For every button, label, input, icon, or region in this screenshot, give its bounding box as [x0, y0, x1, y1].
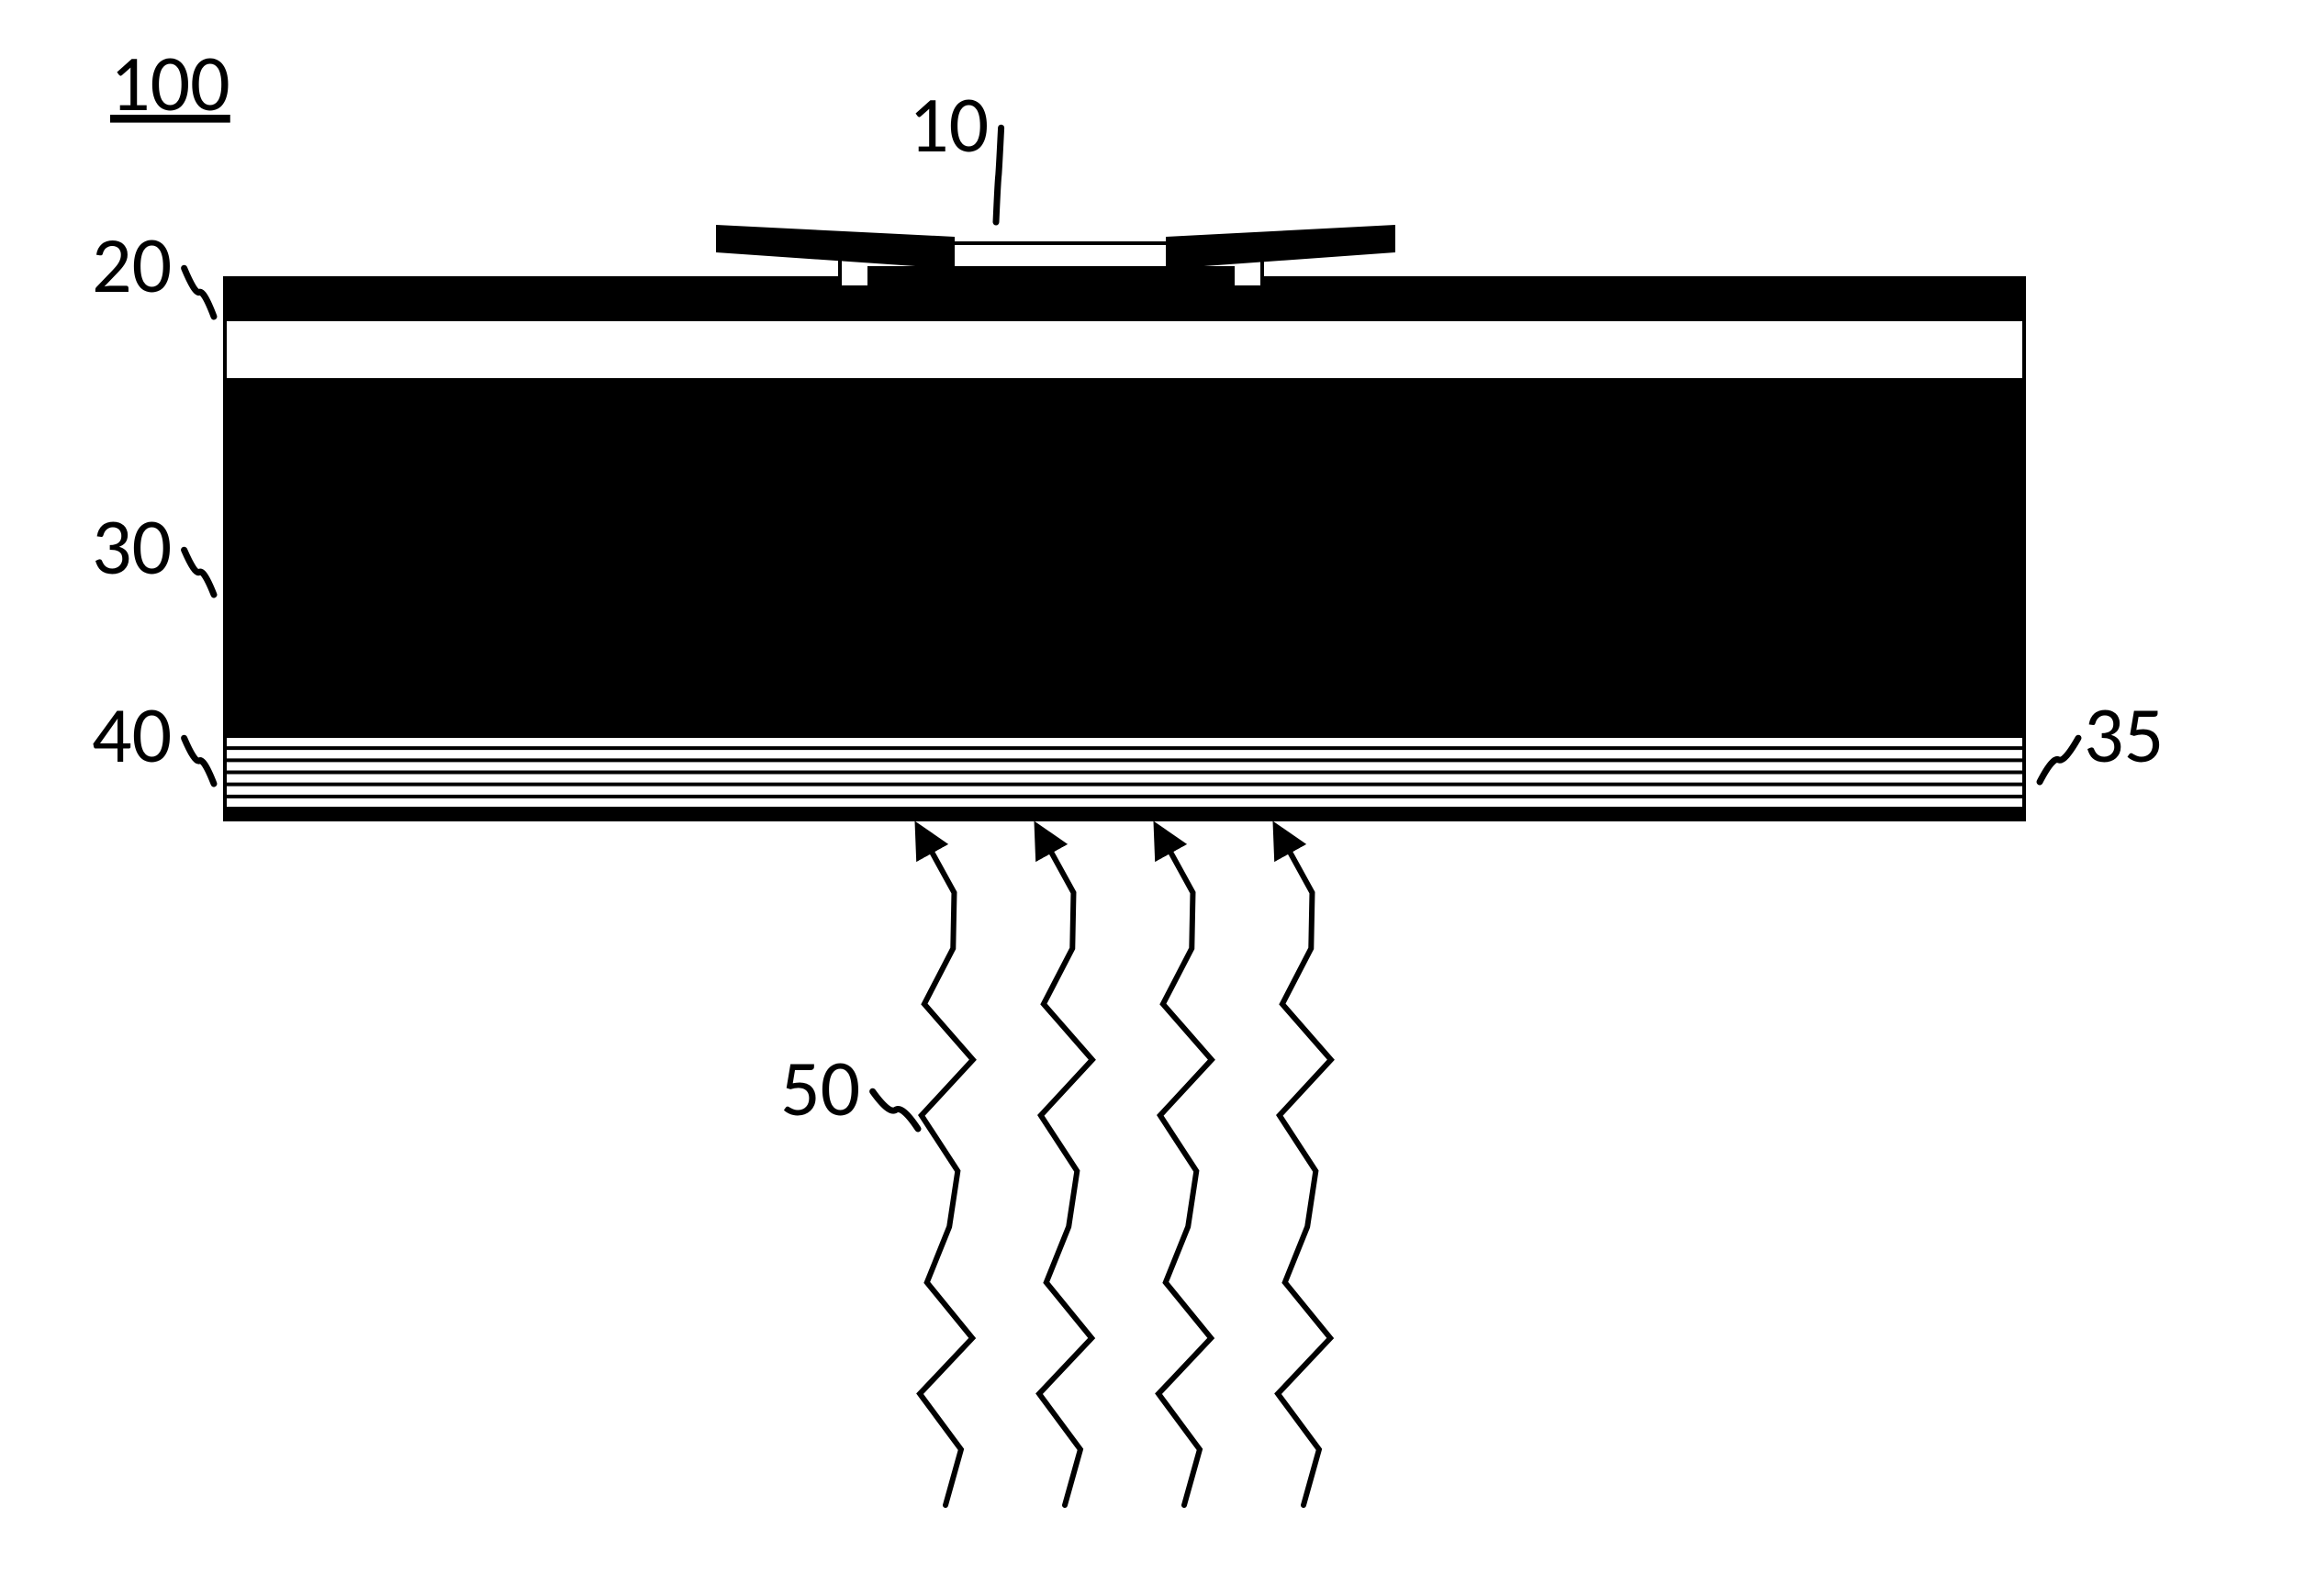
top-feature-pad	[867, 266, 1235, 303]
leader-10	[996, 128, 1001, 222]
device-stack	[225, 278, 2024, 820]
incident-wave	[920, 837, 973, 1505]
incident-wave	[1039, 837, 1092, 1505]
callout-20: 20	[92, 218, 172, 314]
layer-spacer-white	[225, 319, 2024, 380]
incident-wave	[1158, 837, 1212, 1505]
leader-20	[185, 268, 214, 317]
leader-30	[185, 550, 214, 595]
top-feature-wing-right	[1166, 225, 1395, 269]
callout-35: 35	[2084, 687, 2164, 784]
callout-40: 40	[92, 687, 172, 784]
layer-absorber	[225, 380, 2024, 736]
top-feature-wing-left	[716, 225, 955, 269]
leader-40	[185, 738, 214, 784]
callout-50: 50	[780, 1041, 860, 1137]
callout-10: 10	[909, 77, 989, 173]
callout-100: 100	[110, 36, 230, 132]
leader-35	[2040, 738, 2078, 782]
callout-30: 30	[92, 499, 172, 596]
leader-50	[873, 1091, 918, 1129]
incident-waves	[920, 837, 1331, 1505]
incident-wave	[1278, 837, 1331, 1505]
